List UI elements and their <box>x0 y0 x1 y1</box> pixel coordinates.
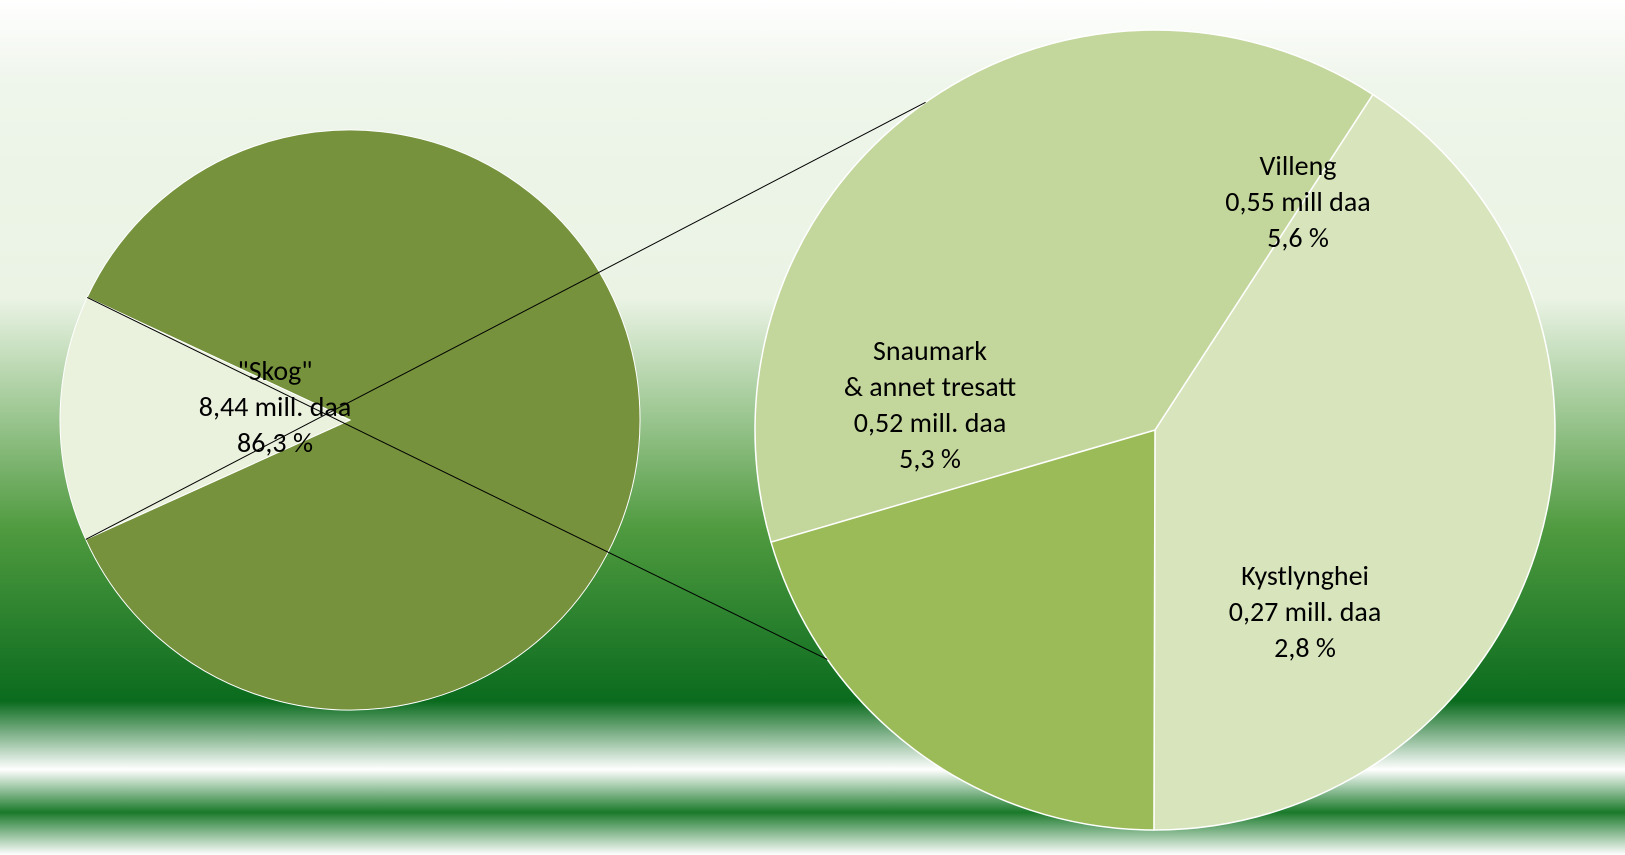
chart-canvas: "Skog"8,44 mill. daa86,3 %Villeng0,55 mi… <box>0 0 1625 855</box>
